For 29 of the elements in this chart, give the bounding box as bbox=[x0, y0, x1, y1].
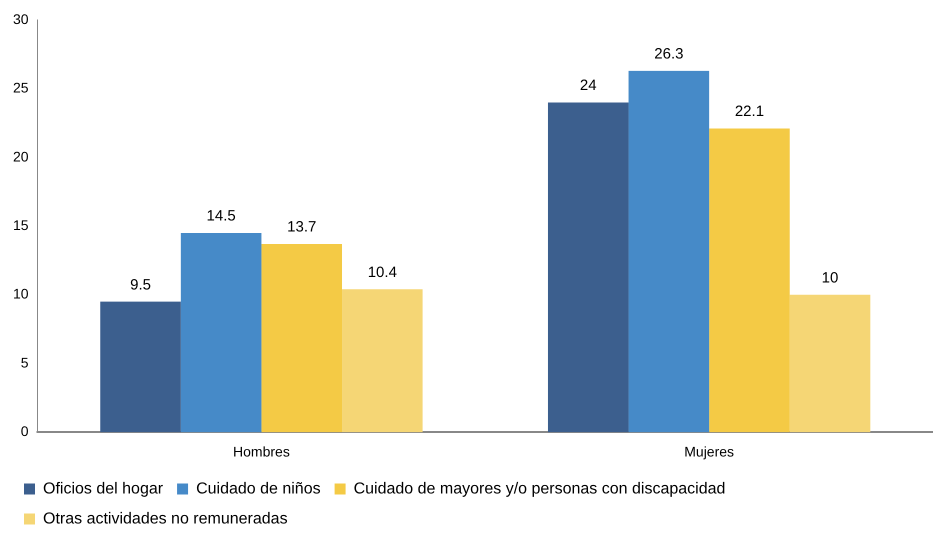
y-tick-label: 25 bbox=[12, 80, 29, 96]
legend-label: Oficios del hogar bbox=[43, 480, 164, 498]
data-label: 10.4 bbox=[368, 264, 397, 281]
data-label: 10 bbox=[822, 269, 838, 286]
x-tick-label: Mujeres bbox=[684, 443, 734, 460]
y-tick-label: 10 bbox=[12, 286, 29, 302]
bar bbox=[180, 232, 262, 432]
data-label: 24 bbox=[580, 77, 597, 94]
legend-label: Otras actividades no remuneradas bbox=[43, 510, 288, 528]
y-tick-label: 20 bbox=[12, 148, 29, 164]
data-label: 14.5 bbox=[206, 208, 236, 225]
data-label: 9.5 bbox=[130, 276, 151, 294]
bar bbox=[790, 294, 870, 432]
legend-label: Cuidado de mayores y/o personas con discapacidad bbox=[354, 480, 726, 498]
bar bbox=[261, 244, 342, 432]
bar bbox=[628, 70, 710, 432]
bar bbox=[548, 102, 629, 432]
y-tick-label: 30 bbox=[12, 10, 29, 27]
data-label: 26.3 bbox=[654, 45, 684, 62]
data-label: 13.7 bbox=[287, 218, 316, 236]
bar bbox=[709, 128, 790, 432]
y-tick-label: 0 bbox=[20, 423, 29, 440]
data-label: 22.1 bbox=[734, 103, 764, 120]
y-tick-label: 15 bbox=[12, 216, 29, 233]
x-tick-label: Hombres bbox=[233, 443, 290, 460]
y-tick-label: 5 bbox=[20, 354, 29, 370]
bar bbox=[342, 289, 423, 432]
bar bbox=[100, 302, 181, 432]
legend-label: Cuidado de niños bbox=[196, 480, 321, 498]
